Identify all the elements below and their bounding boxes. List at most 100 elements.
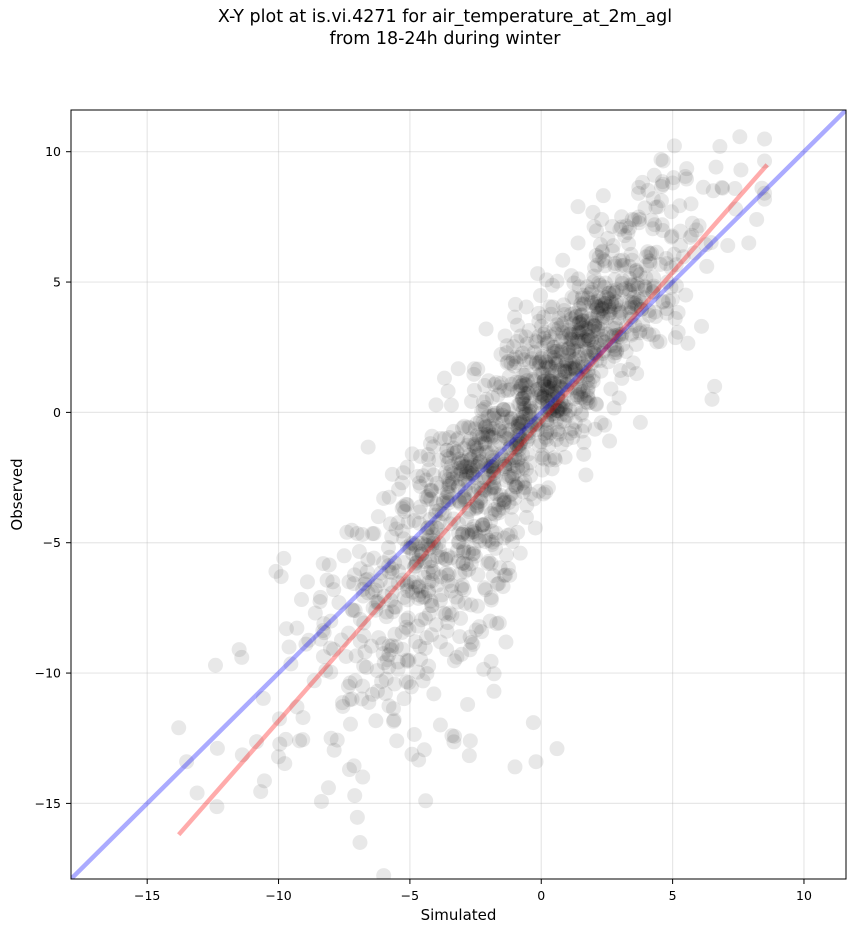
data-point [608,320,624,336]
data-point [498,634,514,650]
data-point [527,373,543,389]
data-point [655,176,671,192]
data-point [387,626,403,642]
data-point [511,412,527,428]
data-point [423,520,439,536]
y-tick-label: −15 [35,796,61,811]
data-point [541,360,557,376]
data-point [705,183,721,199]
data-point [714,180,730,196]
data-point [368,713,384,729]
data-point [581,287,597,303]
data-point [415,468,431,484]
data-point [328,884,343,899]
data-point [542,388,558,404]
data-point [485,449,501,465]
data-point [606,400,622,416]
data-point [369,663,385,679]
data-point [381,489,397,505]
data-point [441,485,457,501]
data-point [624,326,640,342]
data-point [388,599,404,615]
fit-lines [71,110,846,879]
data-point [588,248,604,264]
data-point [355,588,371,604]
data-point [384,529,400,545]
data-point [429,521,445,537]
data-point [578,467,594,483]
data-point [522,409,538,425]
data-point [601,291,617,307]
data-point [518,377,534,393]
data-point [668,278,684,294]
data-point [591,289,607,305]
data-point [626,289,642,305]
data-point [512,396,528,412]
data-point [455,544,471,560]
data-point [474,403,490,419]
data-point [596,279,612,295]
data-point [574,324,590,340]
data-point [457,595,473,611]
data-point [627,296,643,312]
data-point [585,342,601,358]
data-point [611,303,627,319]
data-point [567,380,583,396]
data-point [615,337,631,353]
data-point [466,523,482,539]
data-point [566,275,582,291]
data-point [552,400,568,416]
data-point [538,354,554,370]
data-point [585,274,601,290]
data-point [469,427,485,443]
data-point [387,555,403,571]
data-point [611,310,627,326]
data-point [571,325,587,341]
data-point [483,486,499,502]
data-point [474,480,490,496]
data-point [491,615,507,631]
data-point [553,399,569,415]
data-point [614,370,630,386]
data-point [457,459,473,475]
data-point [400,592,416,608]
data-point [564,332,580,348]
chart-title: X-Y plot at is.vi.4271 for air_temperatu… [0,6,854,50]
data-point [621,236,637,252]
data-point [499,426,515,442]
data-point [349,809,365,825]
data-point [480,468,496,484]
data-point [514,391,530,407]
data-point [646,167,662,183]
data-point [558,353,574,369]
data-point [534,450,550,466]
data-point [460,696,476,712]
data-point [577,359,593,375]
data-point [659,305,675,321]
data-point [442,464,458,480]
data-point [587,318,603,334]
data-point [475,429,491,445]
data-point [452,494,468,510]
data-point [471,429,487,445]
data-point [594,243,610,259]
data-point [607,341,623,357]
data-point [614,275,630,291]
y-tick-label: −5 [43,535,61,550]
data-point [642,246,658,262]
data-point [462,733,478,749]
data-point [301,632,317,648]
data-point [648,199,664,215]
data-point [428,503,444,519]
data-point [548,352,564,368]
data-point [365,600,381,616]
data-point [321,557,337,573]
data-point [541,404,557,420]
data-point [664,291,680,307]
data-point [469,494,485,510]
x-tick-label: 5 [669,888,677,903]
data-point [484,456,500,472]
data-point [347,602,363,618]
data-point [577,332,593,348]
data-point [424,598,440,614]
